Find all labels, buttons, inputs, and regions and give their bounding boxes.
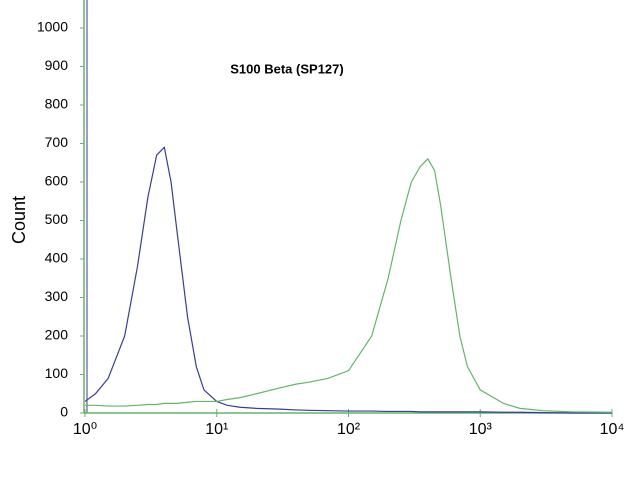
x-tick-label: 10² [337, 421, 361, 438]
y-tick-label: 100 [45, 365, 69, 381]
y-tick-label: 500 [45, 211, 69, 227]
histogram-line [84, 146, 612, 414]
x-tick-label: 10³ [469, 421, 493, 438]
x-tick-label: 10⁰ [73, 421, 97, 438]
y-tick-label: 700 [45, 134, 69, 150]
y-tick-label: 800 [45, 96, 69, 112]
y-tick-label: 600 [45, 173, 69, 189]
histogram-line [85, 157, 613, 413]
y-tick-label: 300 [45, 288, 69, 304]
y-axis-label: Count [9, 196, 29, 244]
x-tick-label: 10⁴ [600, 421, 625, 438]
y-tick-label: 400 [45, 250, 69, 266]
y-tick-label: 1000 [37, 19, 68, 35]
y-tick-label: 900 [45, 57, 69, 73]
y-tick-label: 0 [60, 404, 68, 420]
y-tick-label: 200 [45, 327, 69, 343]
x-tick-label: 10¹ [205, 421, 228, 438]
chart-title: S100 Beta (SP127) [230, 61, 343, 76]
